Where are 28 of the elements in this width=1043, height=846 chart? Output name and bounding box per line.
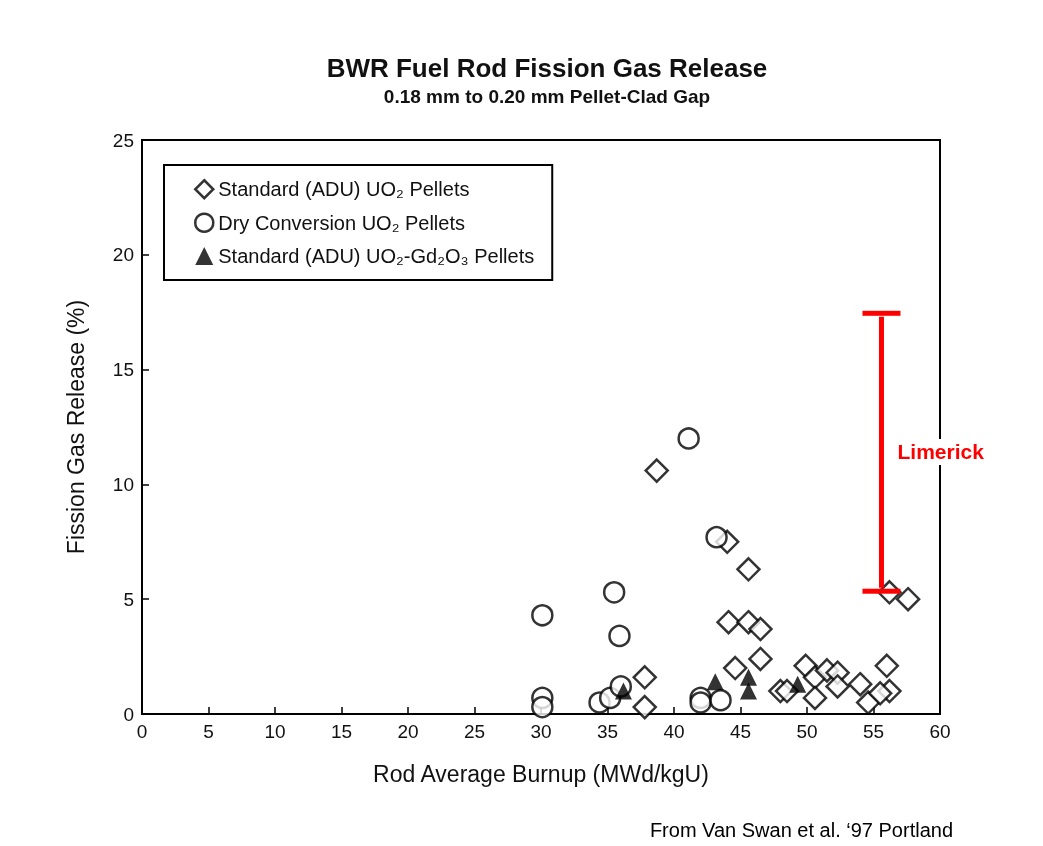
series-label: Limerick xyxy=(895,439,986,466)
x-tick-label: 55 xyxy=(862,721,885,742)
legend-label: Standard (ADU) UO₂ Pellets xyxy=(218,178,470,201)
y-tick-label: 20 xyxy=(112,244,134,266)
x-tick-label: 25 xyxy=(463,721,486,742)
x-tick-label: 10 xyxy=(264,721,286,742)
x-tick-label: 40 xyxy=(663,721,685,742)
y-tick-label: 0 xyxy=(123,703,134,725)
y-tick-label: 15 xyxy=(112,359,134,381)
x-tick-label: 45 xyxy=(729,721,752,742)
y-axis-title: Fission Gas Release (%) xyxy=(62,299,89,555)
legend-label: Dry Conversion UO₂ Pellets xyxy=(218,211,465,234)
chart-subtitle: 0.18 mm to 0.20 mm Pellet-Clad Gap xyxy=(383,86,711,107)
y-tick-label: 25 xyxy=(112,129,134,151)
x-tick-label: 15 xyxy=(330,721,353,742)
x-tick-label: 60 xyxy=(929,721,951,742)
text: From Van Swan et al. ‘97 Portland xyxy=(649,819,954,841)
chart-title: BWR Fuel Rod Fission Gas Release xyxy=(326,53,768,83)
legend-label: Standard (ADU) UO₂-Gd₂O₃ Pellets xyxy=(218,245,535,267)
x-tick-label: 50 xyxy=(796,721,818,742)
x-tick-label: 30 xyxy=(530,721,552,742)
x-tick-label: 5 xyxy=(203,721,214,742)
x-tick-label: 20 xyxy=(397,721,419,742)
x-tick-label: 35 xyxy=(596,721,619,742)
y-tick-label: 5 xyxy=(123,588,134,610)
x-axis-title: Rod Average Burnup (MWd/kgU) xyxy=(373,760,709,787)
x-tick-label: 0 xyxy=(136,721,148,742)
y-tick-label: 10 xyxy=(112,473,134,495)
